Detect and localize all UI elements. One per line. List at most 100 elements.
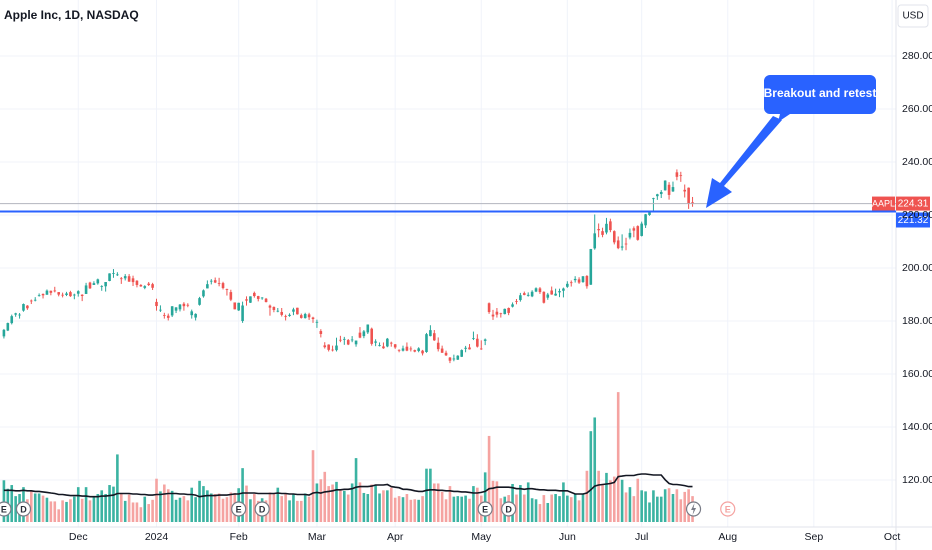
volume-bar xyxy=(667,488,671,522)
event-marker xyxy=(477,501,493,517)
candle-body xyxy=(429,330,432,337)
candle-body xyxy=(386,338,389,347)
volume-bar xyxy=(249,499,252,522)
volume-bar xyxy=(683,491,687,522)
candle-body xyxy=(194,313,197,318)
symbol-badge xyxy=(872,196,895,211)
volume-bar xyxy=(288,500,291,522)
volume-bar xyxy=(327,486,330,522)
candle-body xyxy=(225,289,229,290)
candle-body xyxy=(644,214,647,226)
callout-text: Breakout and retest xyxy=(764,86,877,100)
volume-bar xyxy=(335,481,338,522)
candle-body xyxy=(577,279,581,283)
candle-body xyxy=(65,293,68,296)
candle-body xyxy=(6,323,10,331)
volume-bar xyxy=(562,482,565,522)
candle-body xyxy=(538,288,542,293)
candle-body xyxy=(80,294,84,297)
candle-body xyxy=(30,300,33,302)
y-tick-label: 220.00 xyxy=(902,209,932,221)
candle-body xyxy=(620,246,624,248)
volume-bar xyxy=(519,485,522,522)
candle-body xyxy=(37,295,41,297)
candle-body xyxy=(151,284,154,288)
candle-body xyxy=(249,296,252,303)
y-tick-label: 120.00 xyxy=(902,474,932,486)
volume-bar xyxy=(436,483,440,522)
currency-button[interactable] xyxy=(897,4,929,28)
volume-bar xyxy=(88,500,92,522)
candle-body xyxy=(45,290,49,295)
volume-bar xyxy=(339,490,342,522)
candle-body xyxy=(554,293,557,296)
candle-body xyxy=(14,313,17,315)
volume-bar xyxy=(319,479,323,522)
candle-body xyxy=(237,302,240,311)
candle-body xyxy=(464,347,467,349)
candle-body xyxy=(393,344,397,348)
volume-bar xyxy=(401,497,405,522)
volume-bar xyxy=(170,490,174,522)
volume-bar xyxy=(393,497,397,522)
volume-bar xyxy=(382,490,385,522)
candle-body xyxy=(22,304,25,311)
volume-bar xyxy=(213,494,217,522)
volume-bar xyxy=(116,454,119,522)
candle-body xyxy=(460,350,463,357)
volume-bar xyxy=(284,494,287,522)
x-tick-label: Apr xyxy=(387,531,404,543)
volume-bar xyxy=(296,500,299,522)
volume-bar xyxy=(307,496,311,522)
volume-bar xyxy=(190,487,194,522)
candle-body xyxy=(597,229,600,231)
x-tick-label: Jul xyxy=(635,531,648,543)
volume-bar xyxy=(640,490,643,522)
candle-body xyxy=(339,339,342,341)
last-price-badge xyxy=(896,196,930,211)
volume-bar xyxy=(33,493,37,522)
volume-bar xyxy=(378,493,381,522)
volume-bar xyxy=(37,493,41,522)
volume-bar xyxy=(609,480,612,522)
volume-bar xyxy=(159,491,162,522)
candle-body xyxy=(636,226,640,240)
event-marker xyxy=(0,501,12,517)
candle-body xyxy=(628,232,632,238)
candle-body xyxy=(663,180,667,191)
candle-body xyxy=(558,291,561,293)
candle-body xyxy=(88,282,92,289)
volume-bar xyxy=(245,485,248,522)
volume-ma-line xyxy=(3,473,693,498)
candle-body xyxy=(123,276,127,279)
volume-bar xyxy=(217,493,221,522)
candle-body xyxy=(139,284,143,287)
candle-body xyxy=(468,347,471,350)
volume-bar xyxy=(2,480,6,522)
candle-body xyxy=(108,273,111,281)
volume-bar xyxy=(272,493,276,522)
candle-body xyxy=(119,278,123,280)
volume-bar xyxy=(386,490,389,522)
volume-bar xyxy=(221,498,225,522)
candle-body xyxy=(311,317,315,320)
candle-body xyxy=(198,298,201,305)
candle-body xyxy=(315,321,319,323)
candle-body xyxy=(605,223,608,233)
volume-bar xyxy=(194,497,197,522)
volume-bar xyxy=(433,483,436,522)
volume-bar xyxy=(616,392,620,522)
candle-body xyxy=(256,296,260,299)
candle-body xyxy=(241,305,244,321)
volume-bar xyxy=(472,486,475,522)
volume-bar xyxy=(593,417,597,522)
volume-bar xyxy=(362,492,366,522)
y-tick-label: 140.00 xyxy=(902,421,932,433)
volume-bar xyxy=(30,490,33,522)
candle-body xyxy=(343,338,346,340)
candle-body xyxy=(166,315,170,318)
volume-bar xyxy=(581,494,585,522)
volume-bar xyxy=(448,486,452,522)
volume-bar xyxy=(397,496,401,522)
candle-body xyxy=(452,358,456,360)
